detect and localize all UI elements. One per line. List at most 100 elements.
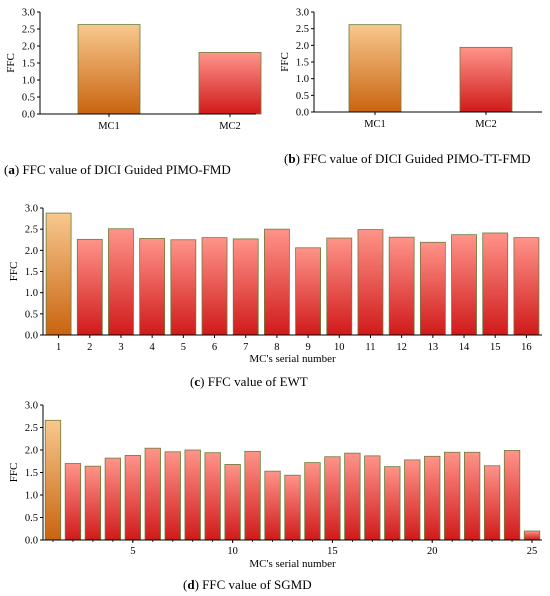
- bar-d-18: [384, 466, 401, 541]
- x-tick-label-d-2: 15: [327, 546, 338, 557]
- x-tick-label-c-3: 4: [150, 342, 156, 353]
- y-tick-label-b-6: 3.0: [296, 8, 309, 19]
- x-tick-label-b-1: MC2: [475, 119, 497, 130]
- x-tick-label-c-6: 7: [243, 342, 248, 353]
- caption-a-text: FFC value of DICI Guided PIMO-FMD: [19, 162, 231, 177]
- chart-a: 0.0 0.5 1.0 1.5 2.0 2.5 3.0 MC1 MC2 FFC: [5, 8, 262, 132]
- caption-b-letter: b: [288, 151, 296, 166]
- x-tick-label-c-5: 6: [212, 342, 217, 353]
- bar-c-15: [482, 232, 509, 336]
- bar-d-17: [364, 455, 381, 541]
- y-axis-label-b: FFC: [279, 52, 291, 72]
- chart-c: 0.00.51.01.52.02.53.01 2 3 4 5 6 7 8 9 10 11 12 13 14…: [8, 204, 542, 365]
- caption-c: (c) FFC value of EWT: [190, 374, 308, 389]
- bar-d-21: [444, 451, 461, 541]
- x-tick-label-c-12: 13: [428, 342, 439, 353]
- bar-d-16: [344, 452, 361, 541]
- x-tick-label-c-8: 9: [305, 342, 310, 353]
- y-axis-label-c: FFC: [8, 262, 20, 282]
- chart-b: 0.0 0.5 1.0 1.5 2.0 2.5 3.0 MC1 MC2 FFC: [279, 8, 542, 130]
- y-tick-label-b-5: 2.5: [296, 24, 309, 35]
- y-tick-label-a-4: 2.0: [22, 42, 35, 53]
- bar-a-MC2: [198, 52, 262, 115]
- bar-d-2: [64, 463, 82, 541]
- bar-d-4: [104, 457, 122, 541]
- y-tick-label-d-1: 0.5: [25, 513, 38, 524]
- bar-a-MC1: [77, 24, 141, 115]
- x-tick-label-a-0: MC1: [98, 121, 120, 132]
- bar-d-11: [244, 450, 261, 541]
- x-tick-label-c-7: 8: [274, 342, 279, 353]
- x-tick-label-c-1: 2: [87, 342, 92, 353]
- x-tick-label-c-14: 15: [490, 342, 501, 353]
- bar-d-12: [264, 470, 281, 541]
- bar-d-15: [324, 456, 341, 541]
- y-tick-label-d-0: 0.0: [25, 536, 38, 547]
- bar-c-13: [419, 241, 446, 336]
- bar-d-3: [84, 465, 102, 541]
- bar-c-3: [108, 228, 134, 336]
- y-tick-label-d-2: 1.0: [25, 491, 38, 502]
- y-tick-label-c-5: 2.5: [25, 225, 38, 236]
- caption-b-text: FFC value of DICI Guided PIMO-TT-FMD: [299, 151, 531, 166]
- caption-c-text: FFC value of EWT: [204, 374, 308, 389]
- chart-d: 0.0 0.5 1.0 1.5 2.0 2.5 3.0 5 10 15 20 25 FFC MC's se…: [8, 401, 542, 570]
- y-tick-label-b-3: 1.5: [296, 58, 309, 69]
- bar-c-14: [451, 234, 477, 336]
- bar-c-11: [357, 229, 384, 336]
- x-tick-label-d-1: 10: [227, 546, 238, 557]
- bar-d-24: [503, 450, 521, 541]
- x-tick-label-c-0: 1: [56, 342, 61, 353]
- bar-d-14: [304, 462, 321, 541]
- y-tick-label-b-1: 0.5: [296, 91, 309, 102]
- bar-c-9: [295, 247, 321, 336]
- bar-c-16: [513, 237, 540, 336]
- x-axis-label-d: MC's serial number: [249, 558, 336, 570]
- bar-c-7: [232, 238, 259, 336]
- bar-b-MC2: [459, 46, 513, 113]
- x-tick-label-c-10: 11: [365, 342, 375, 353]
- y-tick-label-c-0: 0.0: [25, 331, 38, 342]
- bar-d-7: [164, 451, 181, 541]
- y-tick-label-c-3: 1.5: [25, 267, 38, 278]
- bar-d-9: [204, 452, 221, 541]
- bar-c-5: [170, 239, 197, 336]
- x-tick-label-d-0: 5: [130, 546, 135, 557]
- y-tick-label-d-6: 3.0: [25, 401, 38, 412]
- caption-a-letter: a: [8, 162, 15, 177]
- y-tick-label-d-3: 1.5: [25, 468, 38, 479]
- y-tick-label-c-6: 3.0: [25, 204, 38, 215]
- y-tick-label-c-2: 1.0: [25, 288, 38, 299]
- bar-d-6: [144, 447, 161, 541]
- x-tick-label-c-2: 3: [118, 342, 123, 353]
- y-tick-label-d-4: 2.0: [25, 446, 38, 457]
- y-tick-label-a-2: 1.0: [22, 76, 35, 87]
- y-tick-label-c-4: 2.0: [25, 246, 38, 257]
- bar-d-22: [463, 451, 481, 541]
- bar-d-23: [483, 465, 501, 541]
- caption-c-letter: c: [194, 374, 201, 389]
- caption-b: (b) FFC value of DICI Guided PIMO-TT-FMD: [284, 151, 531, 166]
- bar-d-20: [424, 455, 441, 541]
- y-axis-label-d: FFC: [8, 463, 20, 483]
- bar-c-12: [388, 236, 415, 336]
- bar-d-10: [224, 463, 241, 541]
- bar-b-MC1: [348, 24, 402, 113]
- bar-c-2: [76, 238, 103, 336]
- caption-d-letter: d: [187, 577, 195, 592]
- bar-d-5: [124, 454, 141, 541]
- x-tick-label-b-0: MC1: [364, 119, 386, 130]
- x-tick-label-c-15: 16: [521, 342, 532, 353]
- y-tick-label-b-2: 1.0: [296, 74, 309, 85]
- bar-c-8: [264, 228, 290, 336]
- x-tick-label-c-9: 10: [334, 342, 345, 353]
- y-tick-label-a-5: 2.5: [22, 25, 35, 36]
- y-tick-label-b-0: 0.0: [296, 108, 309, 119]
- bar-c-1: [45, 212, 72, 336]
- bar-c-10: [326, 237, 353, 336]
- bar-c-4: [139, 238, 166, 336]
- caption-a: (a) FFC value of DICI Guided PIMO-FMD: [4, 162, 231, 177]
- x-tick-label-c-13: 14: [459, 342, 470, 353]
- bar-c-6: [201, 237, 228, 336]
